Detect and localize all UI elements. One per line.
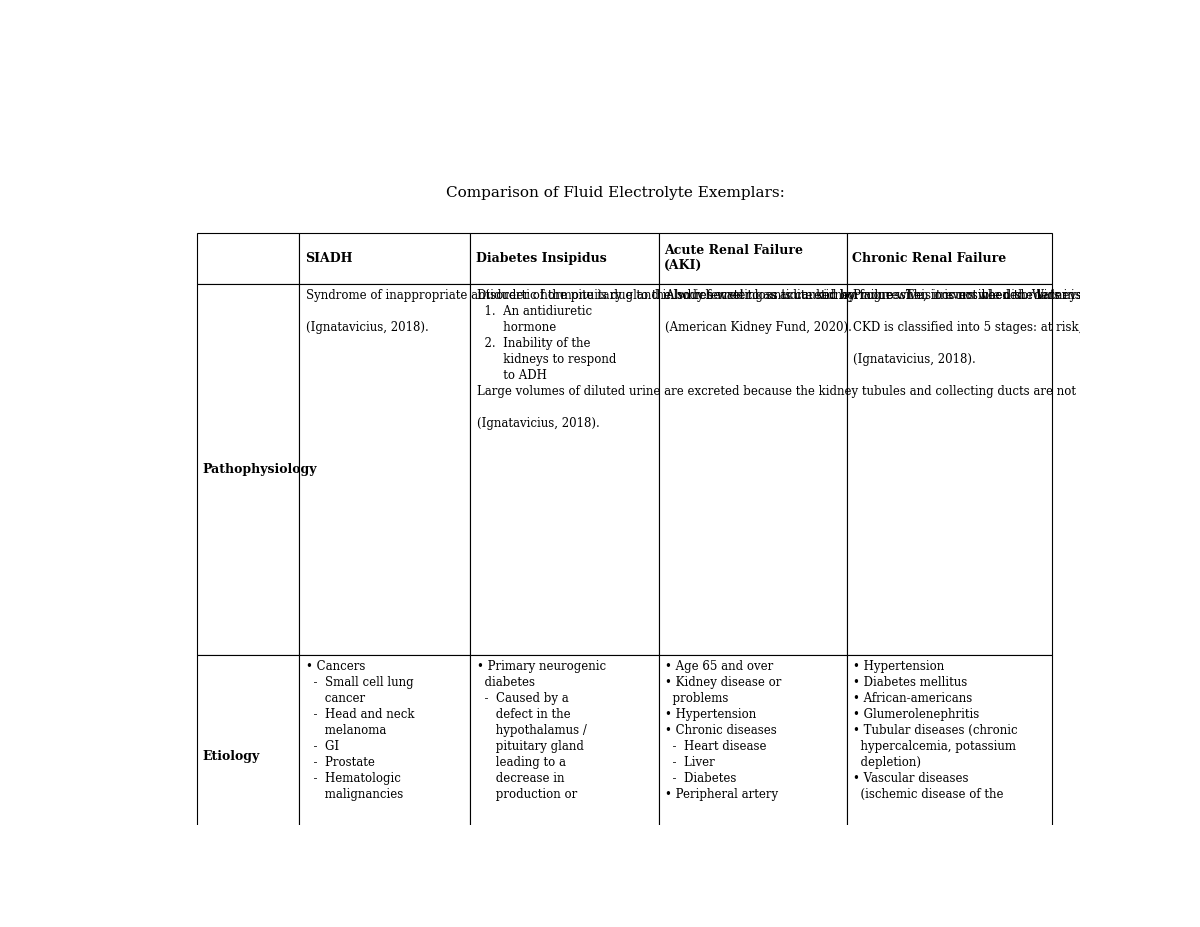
Bar bbox=[659, 233, 847, 284]
Bar bbox=[470, 655, 659, 858]
Text: • Age 65 and over
• Kidney disease or
  problems
• Hypertension
• Chronic diseas: • Age 65 and over • Kidney disease or pr… bbox=[665, 660, 781, 801]
Bar bbox=[470, 233, 659, 284]
Text: Progressive, irreversible disorders in which kidney function does not recover. A: Progressive, irreversible disorders in w… bbox=[853, 289, 1200, 366]
Text: • Primary neurogenic
  diabetes
  -  Caused by a
     defect in the
     hypotha: • Primary neurogenic diabetes - Caused b… bbox=[476, 660, 606, 801]
Bar bbox=[299, 655, 470, 858]
Bar bbox=[197, 655, 299, 858]
Bar bbox=[470, 284, 659, 655]
Text: Disorder of the pituitary gland in which water loss is caused by:
  1.  An antid: Disorder of the pituitary gland in which… bbox=[476, 289, 1200, 430]
Text: Acute Renal Failure
(AKI): Acute Renal Failure (AKI) bbox=[664, 245, 803, 273]
Bar bbox=[847, 233, 1052, 284]
Text: Syndrome of inappropriate antiduertic hormone is due to the body secreting antid: Syndrome of inappropriate antiduertic ho… bbox=[306, 289, 1200, 334]
Text: Etiology: Etiology bbox=[202, 750, 259, 763]
Text: Comparison of Fluid Electrolyte Exemplars:: Comparison of Fluid Electrolyte Exemplar… bbox=[445, 186, 785, 200]
Bar bbox=[299, 233, 470, 284]
Text: Also referred to as acute kidney failure. This occurs when the kidneys are sudde: Also referred to as acute kidney failure… bbox=[665, 289, 1200, 334]
Bar bbox=[197, 284, 299, 655]
Text: Diabetes Insipidus: Diabetes Insipidus bbox=[476, 252, 607, 265]
Bar bbox=[659, 655, 847, 858]
Text: Chronic Renal Failure: Chronic Renal Failure bbox=[852, 252, 1007, 265]
Text: Pathophysiology: Pathophysiology bbox=[202, 464, 317, 476]
Text: SIADH: SIADH bbox=[305, 252, 353, 265]
Bar bbox=[659, 284, 847, 655]
Bar bbox=[299, 284, 470, 655]
Bar bbox=[847, 284, 1052, 655]
Bar bbox=[847, 655, 1052, 858]
Text: • Cancers
  -  Small cell lung
     cancer
  -  Head and neck
     melanoma
  - : • Cancers - Small cell lung cancer - Hea… bbox=[306, 660, 414, 801]
Bar bbox=[197, 233, 299, 284]
Text: • Hypertension
• Diabetes mellitus
• African-americans
• Glumerolenephritis
• Tu: • Hypertension • Diabetes mellitus • Afr… bbox=[853, 660, 1018, 801]
